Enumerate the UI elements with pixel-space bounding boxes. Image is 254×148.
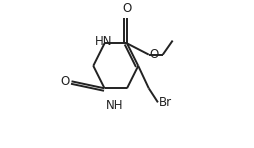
Text: O: O [61, 75, 70, 88]
Text: O: O [149, 48, 159, 61]
Text: Br: Br [158, 96, 172, 109]
Text: HN: HN [95, 35, 112, 48]
Text: O: O [122, 2, 132, 15]
Text: NH: NH [106, 99, 124, 112]
